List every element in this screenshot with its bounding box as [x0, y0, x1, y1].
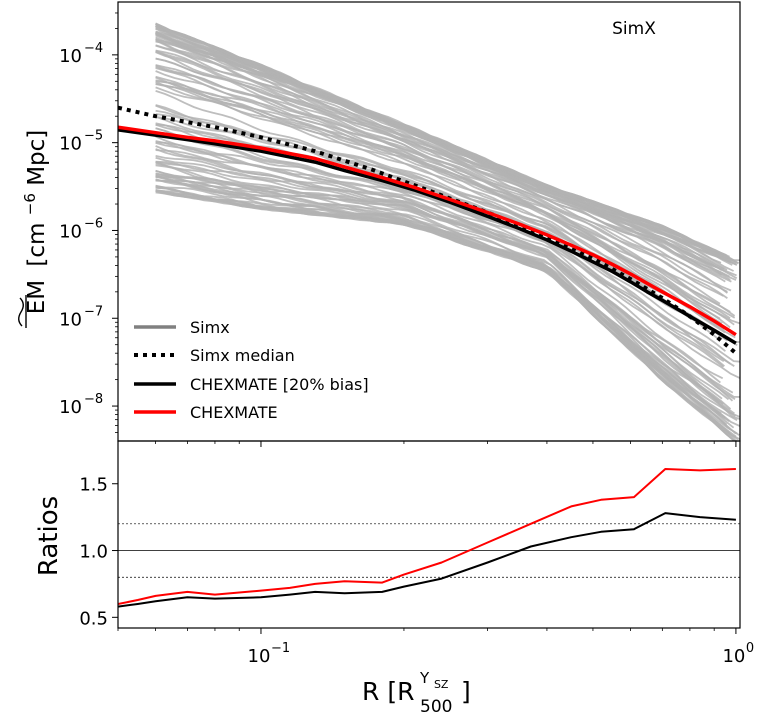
y-tick-exponent: −5 — [84, 129, 103, 144]
legend-label-chexmate: CHEXMATE — [190, 403, 278, 422]
legend-label-simx-median: Simx median — [190, 346, 295, 365]
x-tick-exponent: 0 — [746, 641, 754, 656]
ratio-line-chexmate-bias — [118, 512, 736, 608]
y-tick-label: 10 — [59, 309, 82, 330]
top-series — [118, 105, 738, 355]
svg-text:EM [cm −6: EM [cm −6 Mpc] — [15, 130, 50, 315]
simx-profile-line — [155, 175, 735, 429]
simx-profile-line — [155, 190, 738, 435]
y-label-unit-tail: Mpc] — [24, 130, 50, 186]
x-label-sub: 500 — [420, 697, 452, 717]
panel-annotation: SimX — [612, 19, 656, 39]
bottom-plot-frame — [117, 440, 741, 629]
x-label-tail: ] — [461, 677, 471, 706]
y-tick-label: 1.0 — [79, 542, 108, 563]
simx-profile-line — [155, 80, 728, 299]
simx-profile-line — [155, 179, 730, 401]
simx-profile-line — [155, 145, 736, 400]
y-tick-label: 0.5 — [79, 608, 108, 629]
y-tick-exponent: −8 — [84, 392, 103, 407]
y-tick-exponent: −7 — [84, 304, 103, 319]
legend: Simx Simx median CHEXMATE [20% bias] CHE… — [134, 318, 369, 422]
ratio-line-chexmate — [118, 468, 736, 605]
y-label-main: EM — [24, 280, 50, 314]
series-line-chexmate-bias — [118, 128, 737, 345]
legend-label-simx: Simx — [190, 318, 230, 337]
simx-profile-line — [155, 170, 739, 441]
simx-profile-line — [155, 175, 735, 441]
bottom-series — [118, 468, 736, 608]
svg-text:R [R: R [R — [362, 677, 414, 706]
y-tick-exponent: −4 — [84, 41, 103, 56]
top-panel: 10−810−710−610−510−4 SimX EM [cm −6 Mpc]… — [15, 1, 741, 447]
y-label-unit: [cm — [24, 223, 50, 267]
reference-lines — [118, 523, 740, 578]
x-label-sup-sub: SZ — [434, 678, 449, 691]
simx-profile-line — [155, 109, 721, 341]
y-tick-label: 10 — [59, 46, 82, 67]
top-y-axis-label: EM [cm −6 Mpc] — [15, 130, 50, 328]
y-tick-exponent: −6 — [84, 216, 103, 231]
simx-profiles — [155, 22, 740, 441]
simx-profile-line — [155, 155, 723, 400]
bottom-y-axis-label: Ratios — [34, 496, 64, 576]
svg-text:]: ] — [461, 677, 471, 706]
simx-profile-line — [155, 64, 736, 319]
x-label-main: R [R — [362, 677, 414, 706]
simx-profile-line — [155, 86, 723, 325]
top-x-ticks — [117, 441, 737, 447]
svg-text:Y SZ: Y SZ — [419, 669, 449, 691]
y-tick-label: 10 — [59, 397, 82, 418]
bottom-x-ticks: 10 −1 10 0 — [117, 628, 754, 667]
x-tick-label: 10 — [722, 646, 745, 667]
y-tick-label: 10 — [59, 221, 82, 242]
simx-profile-line — [155, 140, 721, 384]
simx-profile-line — [155, 57, 731, 281]
legend-label-chexmate-bias: CHEXMATE [20% bias] — [190, 375, 369, 394]
x-tick-exponent: −1 — [271, 641, 290, 656]
simx-profile-line — [155, 80, 736, 339]
bottom-y-ticks: 0.5 1.0 1.5 — [79, 475, 118, 629]
simx-profile-line — [155, 50, 721, 305]
simx-profile-line — [155, 32, 726, 256]
y-tick-label: 1.5 — [79, 475, 108, 496]
x-label-sup: Y — [419, 669, 430, 687]
simx-profile-line — [155, 65, 724, 297]
simx-profile-line — [155, 22, 737, 281]
x-tick-label: 10 — [248, 646, 271, 667]
y-tick-label: 10 — [59, 134, 82, 155]
top-y-ticks: 10−810−710−610−510−4 — [59, 12, 118, 433]
bottom-panel: 0.51.01.5 10 −1 10 0 Ratios R [R Y SZ 500 ] — [34, 440, 754, 717]
y-label-unit-sup: −6 — [21, 193, 39, 215]
svg-text:500: 500 — [420, 697, 452, 717]
y-label-tilde — [18, 297, 24, 327]
simx-profile-line — [155, 32, 739, 265]
series-line-chexmate — [118, 125, 737, 337]
x-axis-label: R [R Y SZ 500 ] — [362, 669, 471, 717]
